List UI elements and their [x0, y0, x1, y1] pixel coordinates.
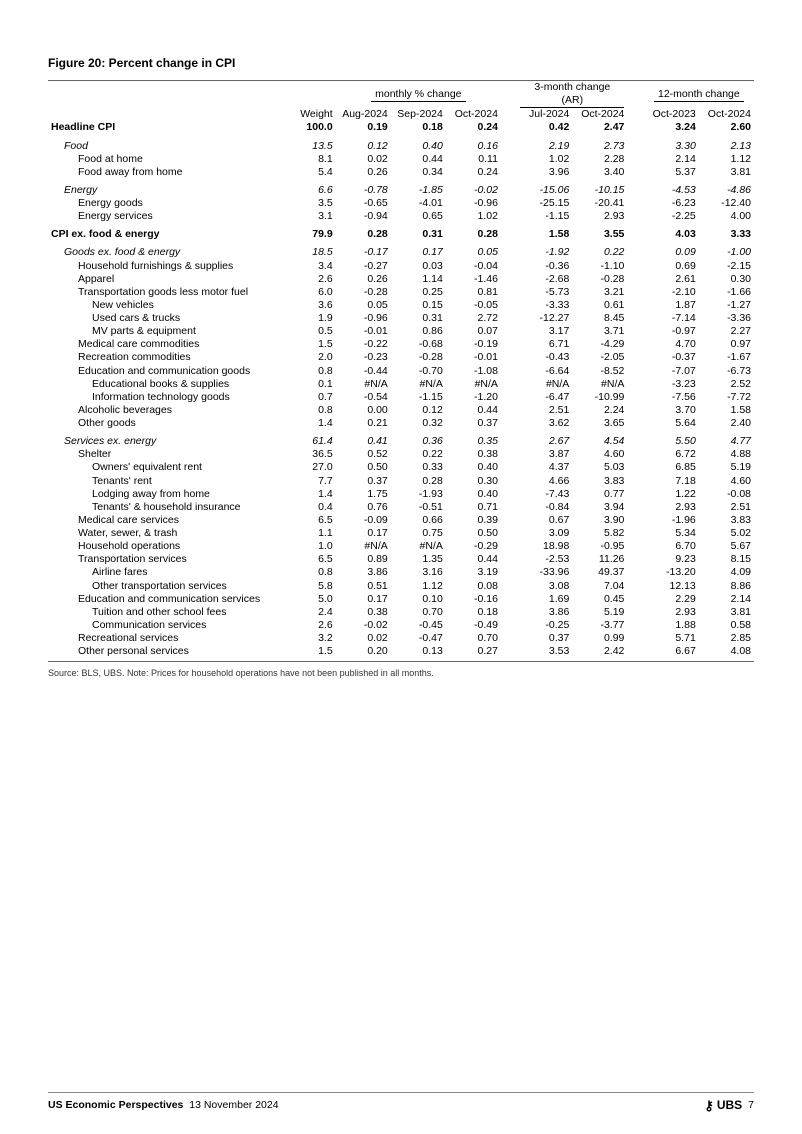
page-footer: US Economic Perspectives 13 November 202…	[48, 1092, 754, 1112]
table-row: Water, sewer, & trash1.10.170.750.503.09…	[48, 527, 754, 540]
table-row: Energy goods3.5-0.65-4.01-0.96-25.15-20.…	[48, 197, 754, 210]
table-row: Information technology goods0.7-0.54-1.1…	[48, 391, 754, 404]
table-row: Recreational services3.20.02-0.470.700.3…	[48, 632, 754, 645]
table-row: Household operations1.0#N/A#N/A-0.2918.9…	[48, 540, 754, 553]
table-row: Owners' equivalent rent27.00.500.330.404…	[48, 461, 754, 474]
source-note: Source: BLS, UBS. Note: Prices for house…	[48, 668, 754, 678]
table-row: Food13.50.120.400.162.192.733.302.13	[48, 135, 754, 153]
cpi-table: monthly % change3-month change (AR)12-mo…	[48, 80, 754, 658]
table-row: Apparel2.60.261.14-1.46-2.68-0.282.610.3…	[48, 273, 754, 286]
table-row: Medical care commodities1.5-0.22-0.68-0.…	[48, 338, 754, 351]
table-row: Educational books & supplies0.1#N/A#N/A#…	[48, 378, 754, 391]
table-row: Tenants' & household insurance0.40.76-0.…	[48, 501, 754, 514]
table-row: Services ex. energy61.40.410.360.352.674…	[48, 430, 754, 448]
table-row: Food away from home5.40.260.340.243.963.…	[48, 166, 754, 179]
table-row: Transportation goods less motor fuel6.0-…	[48, 286, 754, 299]
footer-publication: US Economic Perspectives	[48, 1099, 183, 1111]
table-row: Goods ex. food & energy18.5-0.170.170.05…	[48, 241, 754, 259]
table-row: Tuition and other school fees2.40.380.70…	[48, 606, 754, 619]
table-row: Recreation commodities2.0-0.23-0.28-0.01…	[48, 351, 754, 364]
ubs-logo: ⚷UBS	[704, 1098, 742, 1112]
table-row: Education and communication goods0.8-0.4…	[48, 365, 754, 378]
table-row: MV parts & equipment0.5-0.010.860.073.17…	[48, 325, 754, 338]
table-row: Other goods1.40.210.320.373.623.655.642.…	[48, 417, 754, 430]
table-row: Household furnishings & supplies3.4-0.27…	[48, 260, 754, 273]
table-row: Energy6.6-0.78-1.85-0.02-15.06-10.15-4.5…	[48, 179, 754, 197]
table-row: Lodging away from home1.41.75-1.930.40-7…	[48, 488, 754, 501]
table-row: Shelter36.50.520.220.383.874.606.724.88	[48, 448, 754, 461]
table-row: Transportation services6.50.891.350.44-2…	[48, 553, 754, 566]
table-row: Used cars & trucks1.9-0.960.312.72-12.27…	[48, 312, 754, 325]
table-row: New vehicles3.60.050.15-0.05-3.330.611.8…	[48, 299, 754, 312]
table-row: Education and communication services5.00…	[48, 593, 754, 606]
table-row: Food at home8.10.020.440.111.022.282.141…	[48, 153, 754, 166]
table-row: Energy services3.1-0.940.651.02-1.152.93…	[48, 210, 754, 223]
table-row: Medical care services6.5-0.090.660.390.6…	[48, 514, 754, 527]
figure-title: Figure 20: Percent change in CPI	[48, 56, 754, 70]
table-row: Headline CPI100.00.190.180.240.422.473.2…	[48, 121, 754, 134]
table-row: Other transportation services5.80.511.12…	[48, 580, 754, 593]
table-row: Airline fares0.83.863.163.19-33.9649.37-…	[48, 566, 754, 579]
table-row: CPI ex. food & energy79.90.280.310.281.5…	[48, 223, 754, 241]
table-row: Communication services2.6-0.02-0.45-0.49…	[48, 619, 754, 632]
page-number: 7	[748, 1099, 754, 1111]
table-row: Alcoholic beverages0.80.000.120.442.512.…	[48, 404, 754, 417]
table-row: Other personal services1.50.200.130.273.…	[48, 645, 754, 658]
table-row: Tenants' rent7.70.370.280.304.663.837.18…	[48, 475, 754, 488]
